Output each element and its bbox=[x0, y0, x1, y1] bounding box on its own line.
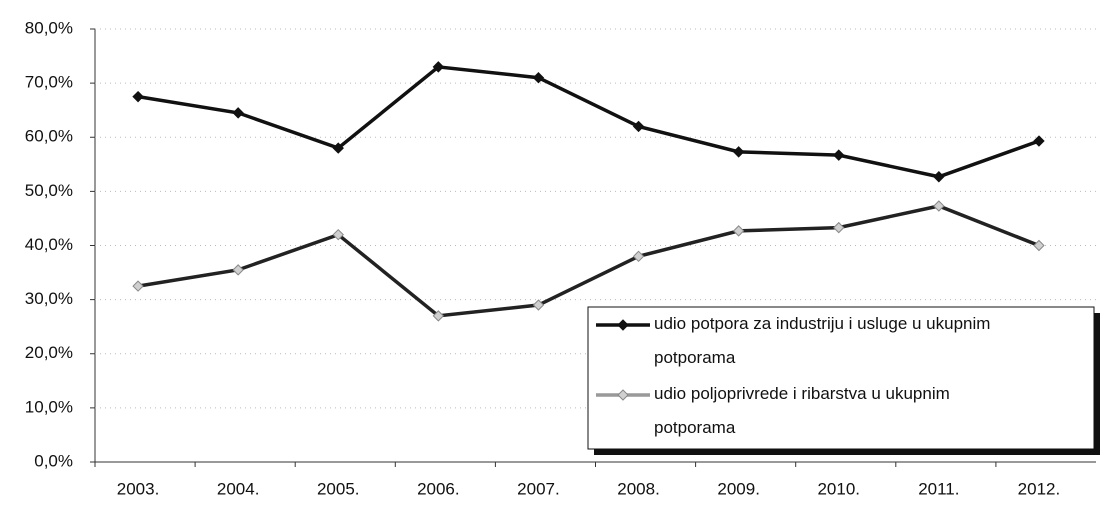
x-tick-label: 2011. bbox=[918, 479, 959, 498]
x-tick-label: 2004. bbox=[217, 479, 260, 498]
legend-marker bbox=[617, 389, 629, 401]
data-point bbox=[632, 120, 645, 133]
data-point bbox=[432, 310, 445, 322]
x-tick-label: 2008. bbox=[617, 479, 660, 498]
data-point bbox=[132, 280, 144, 292]
x-tick-label: 2006. bbox=[417, 479, 460, 498]
data-point bbox=[332, 142, 344, 154]
data-point bbox=[532, 299, 545, 311]
legend-line-2: potporama bbox=[654, 418, 736, 437]
y-tick-label: 40,0% bbox=[25, 235, 73, 254]
x-tick-label: 2003. bbox=[117, 479, 160, 498]
legend-line-1: udio potpora za industriju i usluge u uk… bbox=[654, 314, 990, 333]
y-tick-label: 10,0% bbox=[25, 397, 73, 416]
legend-box bbox=[587, 306, 1095, 450]
data-point bbox=[232, 264, 244, 276]
x-tick-label: 2009. bbox=[717, 479, 760, 498]
data-point bbox=[1033, 239, 1045, 252]
x-tick-label: 2010. bbox=[817, 479, 860, 498]
legend-label: udio poljoprivrede i ribarstva u ukupnim… bbox=[654, 384, 950, 437]
series-line bbox=[137, 65, 1040, 179]
legend: udio potpora za industriju i usluge u uk… bbox=[587, 306, 1100, 455]
data-point bbox=[833, 149, 845, 161]
data-point bbox=[232, 107, 244, 119]
legend-line-1: udio poljoprivrede i ribarstva u ukupnim bbox=[654, 384, 950, 403]
data-point bbox=[933, 171, 945, 183]
data-point bbox=[432, 61, 445, 73]
data-point bbox=[332, 228, 344, 241]
x-tick-label: 2005. bbox=[317, 479, 360, 498]
y-tick-label: 80,0% bbox=[25, 18, 73, 37]
y-tick-label: 50,0% bbox=[25, 181, 73, 200]
legend-line-2: potporama bbox=[654, 348, 736, 367]
x-tick-label: 2007. bbox=[517, 479, 560, 498]
x-tick-label: 2012. bbox=[1018, 479, 1061, 498]
y-tick-label: 0,0% bbox=[34, 451, 73, 470]
data-point bbox=[132, 90, 144, 103]
legend-label: udio potpora za industriju i usluge u uk… bbox=[654, 314, 990, 367]
data-point bbox=[933, 200, 945, 212]
y-tick-label: 60,0% bbox=[25, 127, 73, 146]
data-point bbox=[833, 221, 845, 234]
data-point bbox=[1033, 135, 1045, 147]
y-tick-label: 20,0% bbox=[25, 343, 73, 362]
legend-marker bbox=[617, 319, 629, 331]
data-point bbox=[632, 250, 645, 263]
series-line bbox=[137, 204, 1040, 318]
data-point bbox=[532, 72, 545, 84]
y-tick-label: 70,0% bbox=[25, 73, 73, 92]
y-tick-label: 30,0% bbox=[25, 289, 73, 308]
data-point bbox=[732, 146, 745, 158]
data-point bbox=[732, 225, 745, 237]
